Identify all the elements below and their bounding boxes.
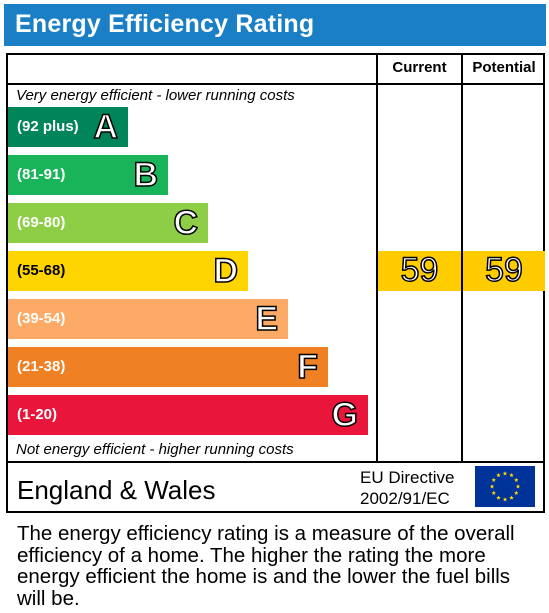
directive-label: EU Directive 2002/91/EC: [360, 467, 454, 509]
page-title: Energy Efficiency Rating: [15, 10, 315, 38]
band-letter: D: [213, 251, 239, 291]
band-e: (39-54) E: [8, 299, 288, 339]
header-bar: Energy Efficiency Rating: [4, 4, 546, 46]
band-letter: E: [255, 299, 279, 339]
directive-line-1: EU Directive: [360, 468, 455, 487]
region-label: England & Wales: [17, 475, 216, 505]
flag-star: [496, 495, 501, 500]
band-range-label: (81-91): [17, 166, 66, 183]
band-range-label: (39-54): [17, 310, 66, 327]
description-text: The energy efficiency rating is a measur…: [17, 522, 515, 610]
flag-star: [502, 497, 508, 502]
band-range-label: (1-20): [17, 406, 58, 423]
directive-line-2: 2002/91/EC: [360, 489, 450, 508]
current-column-header: Current: [392, 59, 447, 76]
band-letter: G: [331, 395, 359, 435]
band-range-label: (92 plus): [17, 118, 79, 135]
flag-star: [502, 471, 508, 476]
band-g: (1-20) G: [8, 395, 368, 435]
flag-star: [509, 472, 514, 478]
band-b: (81-91) B: [8, 155, 168, 195]
band-range-label: (69-80): [17, 214, 66, 231]
footer: England & Wales EU Directive 2002/91/EC: [6, 463, 545, 513]
rating-chart: Current Potential Very energy efficient …: [6, 53, 545, 463]
column-divider: [376, 55, 378, 461]
eu-flag-icon: [475, 466, 535, 507]
band-range-label: (55-68): [17, 262, 66, 279]
band-c: (69-80) C: [8, 203, 208, 243]
potential-column-header: Potential: [472, 59, 536, 76]
flag-star: [513, 490, 519, 495]
flag-star: [496, 472, 501, 478]
flag-star: [489, 484, 495, 489]
current-rating: 59: [378, 250, 461, 291]
band-letter: A: [93, 107, 119, 147]
potential-rating: 59: [463, 250, 545, 291]
bottom-note: Not energy efficient - higher running co…: [16, 441, 294, 458]
flag-star: [515, 484, 521, 489]
flag-star: [513, 477, 519, 482]
band-d: (55-68) D: [8, 251, 248, 291]
band-range-label: (21-38): [17, 358, 66, 375]
top-note: Very energy efficient - lower running co…: [16, 87, 295, 104]
band-a: (92 plus) A: [8, 107, 128, 147]
band-letter: F: [296, 347, 318, 387]
flag-star: [509, 495, 514, 500]
band-f: (21-38) F: [8, 347, 328, 387]
flag-star: [491, 490, 497, 495]
band-letter: C: [173, 203, 199, 243]
flag-star: [491, 477, 497, 482]
column-divider: [461, 55, 463, 461]
band-letter: B: [133, 155, 159, 195]
header-divider: [8, 83, 543, 85]
